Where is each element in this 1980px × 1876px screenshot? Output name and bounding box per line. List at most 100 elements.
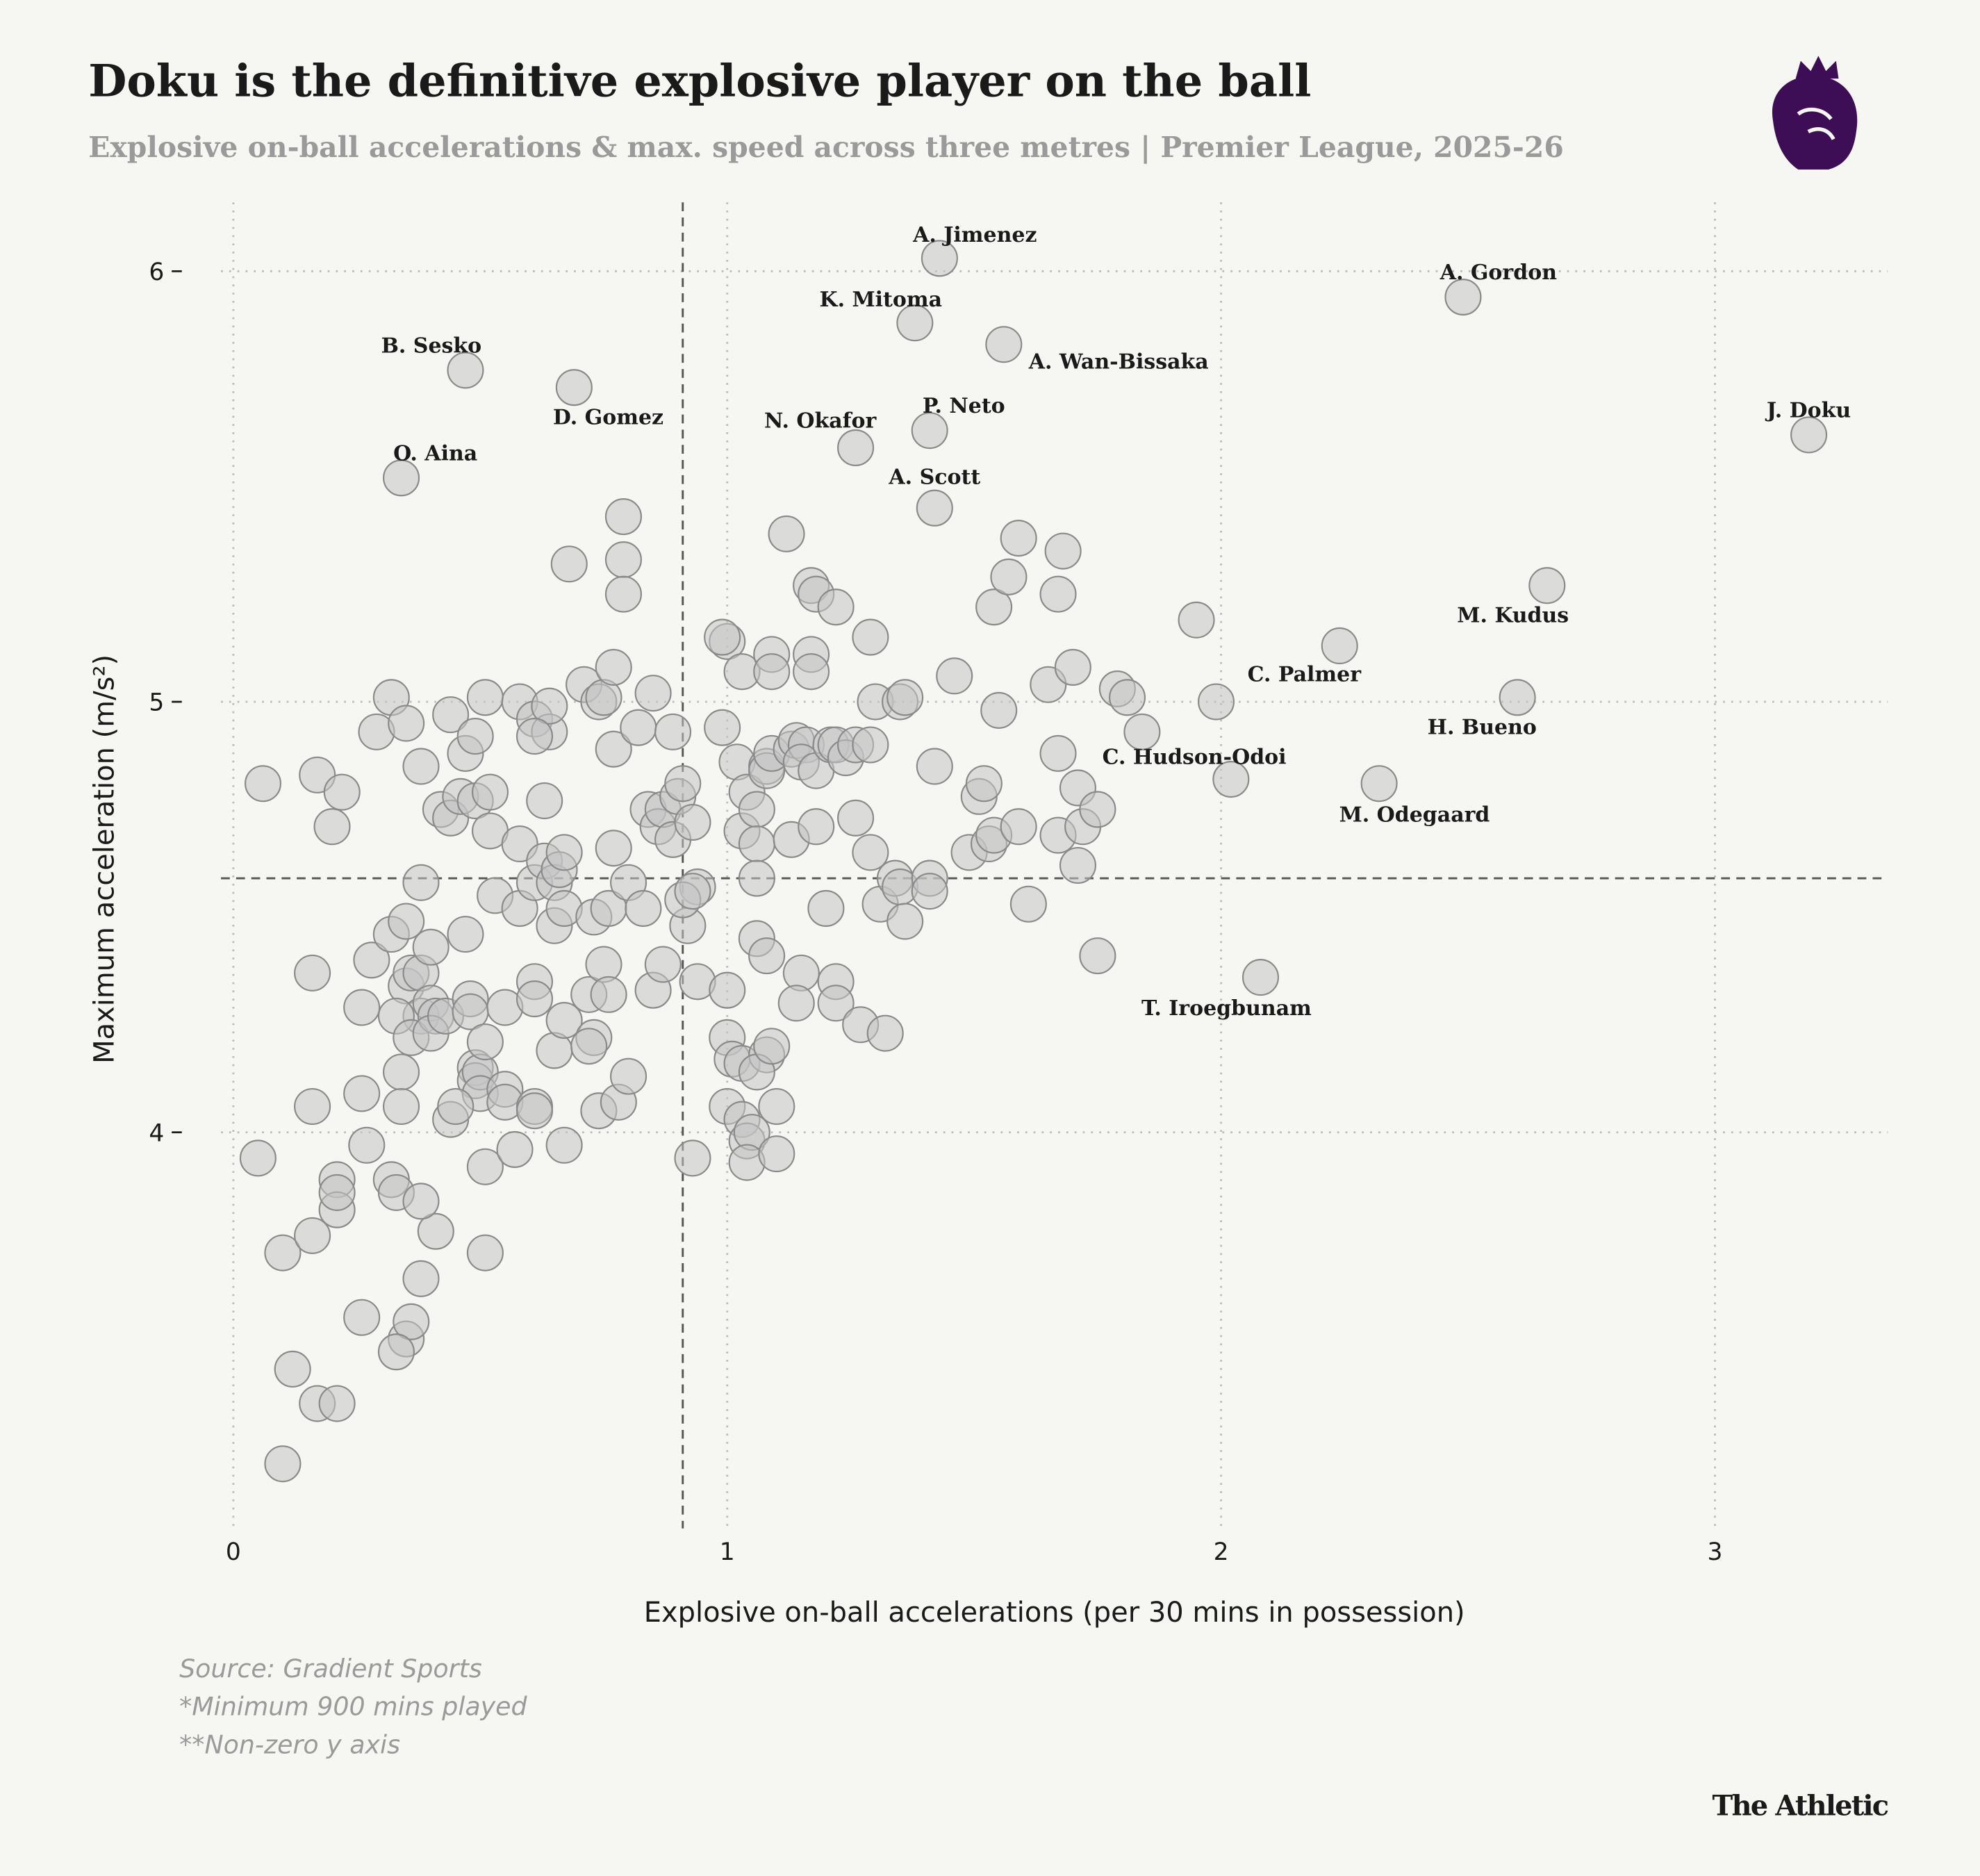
league-logo xyxy=(1772,56,1858,170)
point xyxy=(239,1139,277,1177)
point xyxy=(1321,627,1358,665)
point xyxy=(447,352,484,389)
point xyxy=(417,1212,454,1250)
point xyxy=(674,1139,711,1177)
point xyxy=(402,864,440,901)
point xyxy=(402,1183,440,1220)
point xyxy=(531,687,568,725)
point xyxy=(393,1303,430,1340)
point-label: A. Gordon xyxy=(1439,261,1558,285)
chart-subtitle: Explosive on-ball accelerations & max. s… xyxy=(88,131,1564,165)
point xyxy=(515,1092,554,1130)
point xyxy=(644,946,682,983)
brand: The Athletic xyxy=(1713,1789,1888,1822)
point xyxy=(377,1333,415,1371)
point xyxy=(896,304,934,342)
point xyxy=(1000,808,1037,846)
point xyxy=(1197,683,1235,721)
point xyxy=(1009,885,1047,923)
point xyxy=(916,489,953,527)
point xyxy=(1054,648,1091,686)
point xyxy=(383,1053,420,1091)
point xyxy=(343,989,381,1026)
x-axis-label: Explosive on-ball accelerations (per 30 … xyxy=(644,1597,1465,1629)
y-tick-label: 6 xyxy=(149,258,164,286)
point xyxy=(550,545,588,583)
point xyxy=(526,782,563,820)
point xyxy=(432,696,470,734)
note: *Minimum 900 mins played xyxy=(179,1692,527,1722)
point xyxy=(709,971,746,1009)
note: Source: Gradient Sports xyxy=(179,1654,482,1684)
point xyxy=(1039,575,1077,613)
point xyxy=(447,916,484,953)
point xyxy=(738,859,775,897)
point xyxy=(595,730,632,768)
point xyxy=(604,498,642,536)
point xyxy=(1528,567,1566,604)
point xyxy=(318,1385,356,1422)
point xyxy=(471,773,509,811)
point xyxy=(625,889,662,927)
point xyxy=(318,1174,356,1211)
point xyxy=(738,791,775,828)
point xyxy=(975,589,1013,626)
point xyxy=(545,1002,583,1039)
point-label: P. Neto xyxy=(923,394,1005,418)
point xyxy=(654,713,692,750)
point xyxy=(866,1014,904,1052)
point xyxy=(921,240,958,277)
x-tick-label: 3 xyxy=(1708,1538,1723,1566)
point xyxy=(323,773,361,811)
point-label: M. Odegaard xyxy=(1339,803,1490,827)
point-label: A. Scott xyxy=(888,466,980,490)
point xyxy=(313,808,351,846)
point xyxy=(738,825,775,863)
point xyxy=(704,618,741,656)
point-label: A. Wan-Bissaka xyxy=(1028,349,1209,374)
x-tick-label: 2 xyxy=(1214,1538,1229,1566)
point xyxy=(402,1260,440,1297)
point-label: M. Kudus xyxy=(1457,603,1569,627)
y-axis-label: Maximum acceleration (m/s²) xyxy=(89,655,121,1064)
point xyxy=(466,1148,504,1185)
point-label: C. Palmer xyxy=(1248,662,1362,686)
y-tick-label: 4 xyxy=(149,1119,164,1147)
point-label: A. Jimenez xyxy=(912,223,1037,247)
point xyxy=(555,369,593,406)
point xyxy=(496,1130,534,1168)
point xyxy=(402,748,440,785)
point xyxy=(348,1126,386,1164)
point xyxy=(412,928,449,966)
point xyxy=(1059,846,1097,884)
point xyxy=(758,1087,795,1126)
point xyxy=(837,799,875,837)
point xyxy=(294,1217,331,1254)
x-tick-label: 1 xyxy=(720,1538,735,1566)
point xyxy=(1499,679,1536,716)
point xyxy=(570,1028,608,1065)
point xyxy=(610,1058,647,1095)
y-tick-label: 5 xyxy=(149,689,164,717)
point xyxy=(704,709,741,746)
point xyxy=(244,765,282,803)
point xyxy=(886,679,924,716)
point xyxy=(604,575,642,613)
point xyxy=(664,765,702,803)
point xyxy=(817,985,855,1022)
point xyxy=(294,1087,331,1126)
point xyxy=(1000,520,1037,557)
point xyxy=(545,834,583,871)
point xyxy=(886,903,924,940)
point xyxy=(1123,713,1161,750)
point xyxy=(515,718,554,755)
point xyxy=(388,705,425,742)
point xyxy=(807,889,845,927)
point xyxy=(1444,279,1482,316)
point xyxy=(798,808,835,846)
point-label: O. Aina xyxy=(393,441,477,466)
point-label: D. Gomez xyxy=(553,405,663,429)
point xyxy=(777,985,815,1022)
